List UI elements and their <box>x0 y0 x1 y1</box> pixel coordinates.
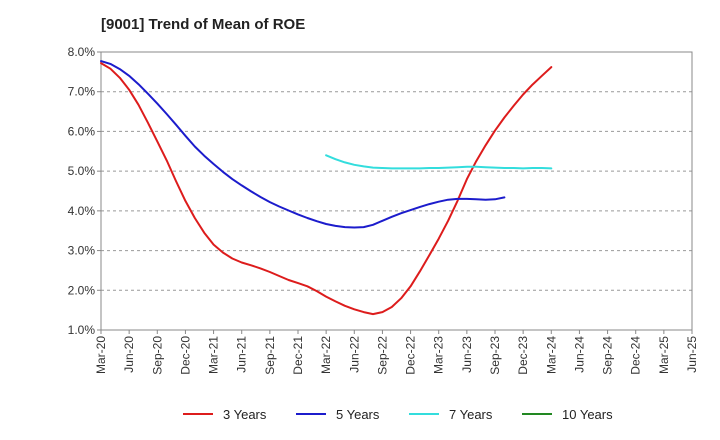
legend-label: 5 Years <box>336 407 380 422</box>
plot-frame <box>100 51 693 331</box>
legend: 3 Years 5 Years 7 Years 10 Years <box>183 407 613 422</box>
x-tick-label: Mar-23 <box>432 336 446 374</box>
plot-border <box>100 51 693 331</box>
x-tick-label: Mar-25 <box>657 336 671 374</box>
y-tick-label: 2.0% <box>68 283 96 297</box>
series-layer <box>100 60 553 316</box>
x-tick-label: Mar-24 <box>544 336 558 374</box>
series-line-7-years <box>325 154 553 170</box>
x-tick-label: Dec-23 <box>516 336 530 375</box>
y-tick-label: 4.0% <box>68 204 96 218</box>
x-axis-ticks: Mar-20 Jun-20 Sep-20 Dec-20 Mar-21 Jun-21 Sep-… <box>94 330 699 375</box>
x-tick-label: Sep-21 <box>263 336 277 375</box>
legend-label: 3 Years <box>223 407 267 422</box>
x-tick-label: Jun-23 <box>460 336 474 373</box>
x-tick-label: Jun-20 <box>122 336 136 373</box>
x-tick-label: Dec-20 <box>178 336 192 375</box>
y-tick-label: 1.0% <box>68 323 96 337</box>
x-tick-label: Sep-23 <box>488 336 502 375</box>
x-tick-label: Dec-24 <box>629 336 643 375</box>
y-tick-label: 7.0% <box>68 85 96 99</box>
y-tick-label: 8.0% <box>68 45 96 59</box>
x-tick-label: Mar-20 <box>94 336 108 374</box>
y-axis-ticks: 1.0% 2.0% 3.0% 4.0% 5.0% 6.0% 7.0% 8.0% <box>68 45 101 337</box>
x-tick-label: Jun-24 <box>572 336 586 373</box>
chart-title: [9001] Trend of Mean of ROE <box>101 16 305 33</box>
x-tick-label: Mar-22 <box>319 336 333 374</box>
x-tick-label: Jun-22 <box>347 336 361 373</box>
legend-label: 10 Years <box>562 407 613 422</box>
x-tick-label: Mar-21 <box>207 336 221 374</box>
x-tick-label: Sep-24 <box>601 336 615 375</box>
x-tick-label: Jun-21 <box>235 336 249 373</box>
x-tick-label: Sep-22 <box>375 336 389 375</box>
series-line-3-years <box>100 62 553 316</box>
y-tick-label: 5.0% <box>68 164 96 178</box>
y-tick-label: 6.0% <box>68 124 96 138</box>
grid-layer <box>101 91 692 291</box>
x-tick-label: Dec-22 <box>404 336 418 375</box>
x-tick-label: Sep-20 <box>150 336 164 375</box>
y-tick-label: 3.0% <box>68 244 96 258</box>
x-tick-label: Dec-21 <box>291 336 305 375</box>
legend-label: 7 Years <box>449 407 493 422</box>
x-tick-label: Jun-25 <box>685 336 699 373</box>
series-line-5-years <box>100 60 506 229</box>
